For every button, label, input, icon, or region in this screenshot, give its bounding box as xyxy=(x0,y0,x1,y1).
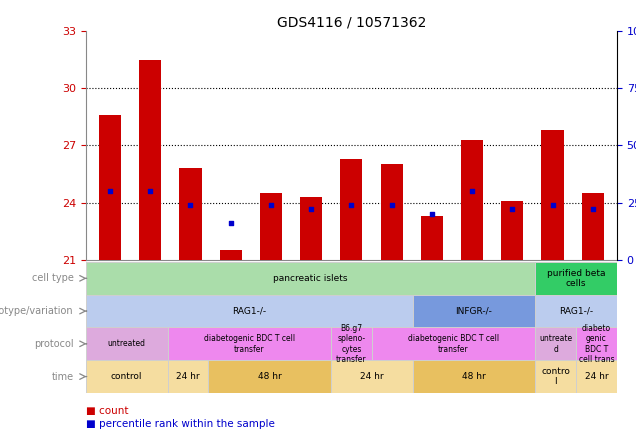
Bar xyxy=(461,140,483,260)
Point xyxy=(266,201,276,208)
Bar xyxy=(86,295,413,328)
Bar xyxy=(372,328,536,360)
Bar xyxy=(167,360,209,393)
Text: untreated: untreated xyxy=(107,339,146,349)
Text: ■ count: ■ count xyxy=(86,406,128,416)
Bar xyxy=(340,159,363,260)
Text: cell type: cell type xyxy=(32,274,74,283)
Bar xyxy=(300,197,322,260)
Bar xyxy=(331,328,372,360)
Bar xyxy=(139,59,162,260)
Text: INFGR-/-: INFGR-/- xyxy=(455,306,492,316)
Bar xyxy=(260,193,282,260)
Point xyxy=(226,220,236,227)
Bar xyxy=(86,328,167,360)
Bar xyxy=(576,360,617,393)
Text: ■ percentile rank within the sample: ■ percentile rank within the sample xyxy=(86,419,275,429)
Bar xyxy=(413,360,536,393)
Bar xyxy=(99,115,121,260)
Text: RAG1-/-: RAG1-/- xyxy=(559,306,593,316)
Bar xyxy=(86,360,167,393)
Bar xyxy=(536,262,617,295)
Bar xyxy=(167,360,209,393)
Bar xyxy=(582,193,604,260)
Bar xyxy=(576,328,617,360)
Text: 48 hr: 48 hr xyxy=(462,372,486,381)
Bar xyxy=(372,328,536,360)
Bar xyxy=(331,360,413,393)
Text: 24 hr: 24 hr xyxy=(176,372,200,381)
Point xyxy=(588,206,598,213)
Text: protocol: protocol xyxy=(34,339,74,349)
Bar xyxy=(536,295,617,328)
Bar xyxy=(86,262,536,295)
Point xyxy=(306,206,316,213)
Bar xyxy=(86,295,413,328)
Bar xyxy=(501,201,523,260)
Bar xyxy=(413,295,536,328)
Point xyxy=(548,201,558,208)
Text: pancreatic islets: pancreatic islets xyxy=(273,274,348,283)
Text: 48 hr: 48 hr xyxy=(258,372,282,381)
Bar xyxy=(179,168,202,260)
Text: 24 hr: 24 hr xyxy=(584,372,608,381)
Bar xyxy=(86,262,536,295)
Text: diabetogenic BDC T cell
transfer: diabetogenic BDC T cell transfer xyxy=(204,334,295,353)
Bar xyxy=(86,328,167,360)
Bar xyxy=(209,360,331,393)
Text: diabetogenic BDC T cell
transfer: diabetogenic BDC T cell transfer xyxy=(408,334,499,353)
Bar xyxy=(413,295,536,328)
Text: RAG1-/-: RAG1-/- xyxy=(232,306,266,316)
Point xyxy=(467,188,477,195)
Bar xyxy=(536,262,617,295)
Text: time: time xyxy=(52,372,74,381)
Text: untreate
d: untreate d xyxy=(539,334,572,353)
Bar xyxy=(536,295,617,328)
Bar xyxy=(576,360,617,393)
Text: purified beta
cells: purified beta cells xyxy=(547,269,605,288)
Bar xyxy=(576,328,617,360)
Text: control: control xyxy=(111,372,142,381)
Point xyxy=(185,201,195,208)
Bar xyxy=(541,130,563,260)
Text: genotype/variation: genotype/variation xyxy=(0,306,74,316)
Text: contro
l: contro l xyxy=(541,367,570,386)
Bar xyxy=(167,328,331,360)
Title: GDS4116 / 10571362: GDS4116 / 10571362 xyxy=(277,16,426,30)
Bar xyxy=(413,360,536,393)
Bar xyxy=(536,328,576,360)
Text: 24 hr: 24 hr xyxy=(360,372,384,381)
Bar xyxy=(536,328,576,360)
Point xyxy=(508,206,518,213)
Bar xyxy=(380,164,403,260)
Bar xyxy=(331,328,372,360)
Point xyxy=(427,210,437,218)
Bar xyxy=(536,360,576,393)
Bar xyxy=(86,360,167,393)
Point xyxy=(105,188,115,195)
Bar xyxy=(331,360,413,393)
Point xyxy=(346,201,356,208)
Text: B6.g7
spleno-
cytes
transfer: B6.g7 spleno- cytes transfer xyxy=(336,324,367,364)
Bar xyxy=(167,328,331,360)
Bar xyxy=(536,360,576,393)
Bar xyxy=(219,250,242,260)
Bar xyxy=(421,216,443,260)
Bar xyxy=(209,360,331,393)
Point xyxy=(387,201,397,208)
Point xyxy=(145,188,155,195)
Text: diabeto
genic
BDC T
cell trans: diabeto genic BDC T cell trans xyxy=(579,324,614,364)
